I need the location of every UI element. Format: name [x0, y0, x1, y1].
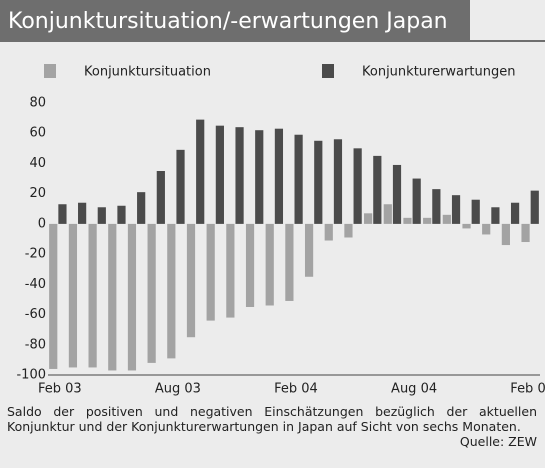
bar — [364, 213, 373, 224]
bar — [501, 223, 510, 246]
bar — [58, 204, 67, 224]
y-tick-label: 60 — [29, 126, 46, 141]
caption-text: Saldo der positiven und negativen Einsch… — [7, 404, 537, 434]
bar — [255, 130, 264, 224]
source: Quelle: ZEW — [459, 434, 537, 449]
bar — [215, 125, 224, 224]
chart: Konjunktursituation/-erwartungen Japan -… — [0, 0, 545, 400]
bar — [196, 119, 205, 224]
bar — [451, 195, 461, 224]
title-bar — [0, 0, 470, 42]
bar — [324, 223, 333, 241]
bar — [383, 204, 392, 224]
bar — [482, 223, 491, 235]
chart-background — [0, 0, 545, 400]
y-tick-label: 20 — [29, 186, 46, 201]
bar — [432, 189, 441, 224]
bar — [88, 223, 97, 368]
bar — [274, 128, 284, 224]
bar — [235, 127, 244, 224]
legend-swatch — [322, 64, 334, 78]
bar — [68, 223, 78, 368]
bar — [78, 202, 87, 224]
bar — [304, 223, 314, 277]
bar — [186, 223, 196, 338]
y-tick-label: -40 — [25, 277, 46, 292]
bar — [412, 178, 421, 224]
y-tick-label: -60 — [25, 307, 46, 322]
legend-swatch — [44, 64, 56, 78]
bar — [333, 139, 343, 224]
chart-title: Konjunktursituation/-erwartungen Japan — [8, 9, 448, 34]
bar — [353, 148, 362, 224]
legend-label: Konjunkturerwartungen — [362, 65, 515, 80]
bar — [206, 223, 215, 321]
bar — [97, 207, 106, 224]
bar — [167, 223, 176, 359]
bar — [137, 192, 146, 224]
y-tick-label: 0 — [38, 216, 46, 231]
bar — [392, 164, 402, 224]
bar — [491, 207, 500, 224]
y-tick-label: 80 — [29, 96, 46, 111]
y-tick-label: -100 — [16, 368, 46, 383]
bar — [373, 155, 382, 224]
x-tick-label: Aug 03 — [155, 382, 201, 397]
bar — [127, 223, 137, 371]
x-tick-label: Feb 04 — [274, 382, 318, 397]
bar — [530, 190, 539, 224]
x-tick-label: Feb 03 — [38, 382, 82, 397]
bar — [156, 171, 165, 224]
bar — [117, 205, 126, 224]
bar — [49, 223, 58, 369]
y-tick-label: -80 — [25, 337, 46, 352]
y-tick-label: -20 — [25, 247, 46, 262]
bar — [294, 134, 303, 224]
bar — [344, 223, 353, 238]
bar — [226, 223, 235, 318]
y-tick-label: 40 — [29, 156, 46, 171]
bar — [147, 223, 156, 363]
bar — [403, 217, 412, 224]
bar — [442, 214, 451, 224]
x-tick-label: Feb 05 — [510, 382, 545, 397]
legend-label: Konjunktursituation — [84, 65, 211, 80]
caption: Saldo der positiven und negativen Einsch… — [7, 404, 537, 449]
bar — [510, 202, 520, 224]
bar — [462, 223, 471, 229]
x-tick-label: Aug 04 — [391, 382, 437, 397]
bar — [245, 223, 255, 307]
bar — [471, 199, 480, 224]
bar — [265, 223, 274, 306]
bar — [108, 223, 117, 371]
bar — [285, 223, 294, 301]
bar — [176, 149, 185, 224]
bar — [521, 223, 530, 243]
bar — [423, 217, 432, 224]
bar — [314, 140, 323, 224]
